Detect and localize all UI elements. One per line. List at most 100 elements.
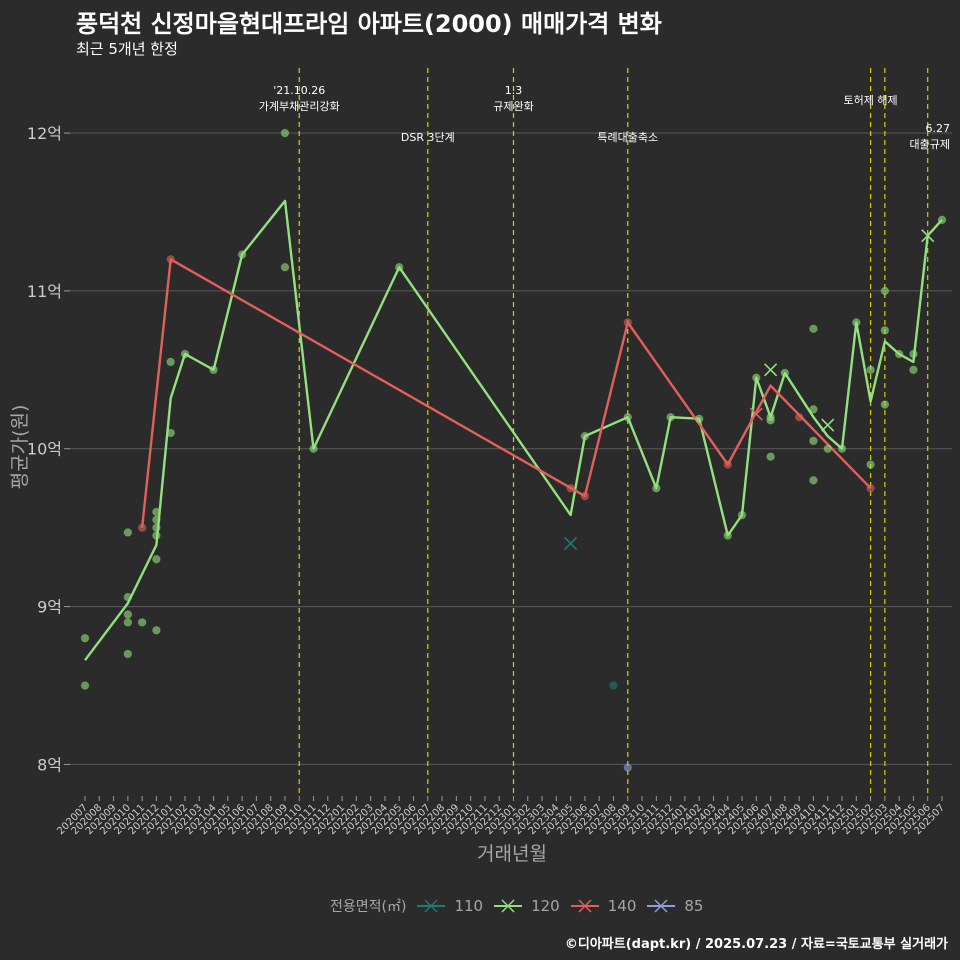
legend-label-120: 120 [531,897,560,915]
cross-stroke [921,229,935,243]
cross-markers [564,229,935,551]
data-point-140 [580,491,590,501]
data-point-120 [909,365,918,375]
data-point-120 [694,414,704,424]
cross-stroke [564,536,578,551]
event-label: 가계부채관리강화 [259,100,340,113]
legend-swatch-85-icon [647,899,676,913]
data-point-140 [723,460,733,469]
y-axis-label: 평균가(원) [9,405,31,490]
data-point-120 [752,373,761,382]
data-point-120 [880,286,890,296]
data-point-120 [152,515,161,525]
y-tick-label: 9억 [37,598,62,617]
data-point-120 [809,476,818,485]
event-label: 6.27 [926,122,951,135]
data-point-120 [823,444,833,454]
data-point-85 [623,763,633,772]
data-point-140 [623,318,633,327]
data-point-120 [880,400,890,409]
y-axis-ticks: 8억 9억 10억 11억 12억 [27,124,70,774]
data-points [80,128,947,772]
data-point-120 [766,416,775,425]
legend-label-85: 85 [684,897,704,915]
data-point-120 [123,618,133,627]
data-point-120 [652,483,661,493]
data-point-140 [566,483,575,493]
y-tick-label: 11억 [27,282,62,301]
data-point-120 [894,349,904,359]
data-point-120 [123,610,133,619]
data-point-120 [809,324,818,334]
data-point-120 [123,528,133,537]
source-caption: ©디아파트(dapt.kr) / 2025.07.23 / 자료=국토교통부 실… [564,937,948,952]
data-point-120 [780,368,790,378]
data-point-120 [166,428,175,438]
data-point-120 [166,357,175,367]
data-point-120 [866,460,875,469]
data-point-120 [909,349,918,359]
cross-marker-110 [564,536,578,551]
data-point-120 [80,681,90,690]
legend-swatch-110-icon [417,899,446,913]
data-point-120 [809,436,818,446]
data-point-120 [152,507,161,517]
event-label: DSR 3단계 [401,131,455,144]
event-label: 특례대출축소 [597,131,658,144]
grid-lines [70,132,952,765]
data-point-120 [309,444,318,454]
y-tick-label: 8억 [37,755,62,774]
data-point-120 [766,452,775,461]
legend: 전용면적(㎡) 110 120 140 85 [330,895,713,917]
legend-item-140: 140 [570,897,637,915]
cross-marker-120 [821,418,835,432]
data-point-110 [609,681,618,690]
data-point-120 [837,444,847,454]
data-point-120 [866,365,875,375]
x-axis-ticks: 2020072020082020092020102020112020122021… [55,796,947,837]
chart-title: 풍덕천 신정마을현대프라임 아파트(2000) 매매가격 변화 [76,10,662,38]
data-point-120 [137,618,147,627]
x-axis-label: 거래년월 [477,843,547,865]
event-label: 토허제 해제 [844,93,898,107]
chart-subtitle: 최근 5개년 한정 [76,40,178,58]
data-point-120 [852,318,861,327]
data-point-120 [623,412,633,422]
event-label: '21.10.26 [273,84,325,97]
legend-item-120: 120 [493,897,560,915]
data-point-140 [794,412,804,422]
data-point-120 [180,349,190,359]
data-point-120 [723,531,733,540]
data-point-120 [152,523,161,532]
y-tick-label: 12억 [27,124,62,143]
data-point-120 [394,262,404,272]
data-point-120 [737,510,747,520]
legend-item-85: 85 [646,897,703,915]
data-point-120 [152,554,161,564]
legend-title: 전용면적(㎡) [330,899,407,915]
event-label: 1.3 [505,84,523,97]
legend-swatch-140-icon [570,899,599,913]
data-point-120 [280,128,290,138]
data-point-120 [809,404,818,414]
cross-stroke [821,418,835,432]
y-tick-label: 10억 [27,440,62,459]
legend-item-110: 110 [416,897,483,915]
legend-label-110: 110 [454,897,484,915]
data-point-140 [137,523,147,532]
data-point-120 [209,365,218,375]
data-point-120 [937,215,947,225]
cross-marker-140 [749,407,763,421]
cross-marker-120 [764,363,778,377]
cross-marker-120 [921,229,935,243]
data-point-120 [123,592,133,602]
data-point-120 [237,250,247,259]
data-point-120 [580,431,590,441]
data-point-120 [280,262,290,272]
legend-swatch-120-icon [494,899,523,913]
data-point-120 [666,412,675,422]
legend-label-140: 140 [607,897,637,915]
cross-stroke [764,363,778,377]
